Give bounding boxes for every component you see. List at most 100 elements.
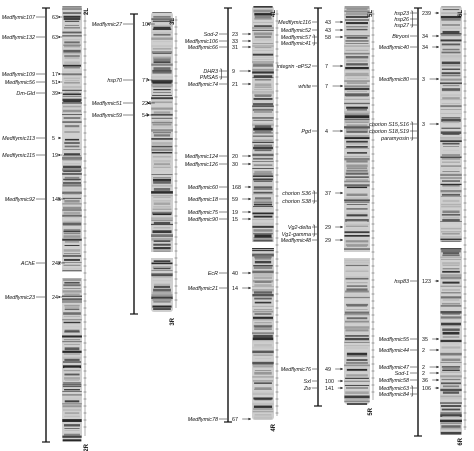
band-location: 168 bbox=[232, 185, 241, 191]
marker-label: Medflymic92 bbox=[5, 197, 35, 203]
marker-label: chorion S15,S16 bbox=[369, 122, 409, 128]
marker-sod-1: Sod-1 2 bbox=[395, 371, 439, 377]
band-location: 58 bbox=[325, 35, 331, 41]
marker-label: Medflymic23 bbox=[5, 295, 35, 301]
band-location: 77 bbox=[142, 78, 148, 84]
band-location: 37 bbox=[325, 191, 331, 197]
marker-hsp83: hsp83 123 bbox=[394, 279, 439, 285]
marker-label: Medflymic126 bbox=[185, 162, 218, 168]
band-location: 40 bbox=[232, 271, 238, 277]
marker-label: Medflymic90 bbox=[188, 217, 218, 223]
band-location: 34 bbox=[422, 34, 428, 40]
marker-medflymic63: Medflymic63 106 bbox=[379, 386, 439, 392]
band-location: 224 bbox=[142, 101, 151, 107]
band-location: 35 bbox=[422, 337, 428, 343]
band-location: 7 bbox=[325, 84, 328, 90]
marker-label: PMSA5 bbox=[200, 75, 219, 81]
marker-label: Medflymic132 bbox=[2, 35, 35, 41]
band-location: 63 bbox=[52, 15, 58, 21]
marker-label: Medflymic60 bbox=[188, 185, 218, 191]
marker-medflymic47: Medflymic47 2 bbox=[379, 365, 439, 371]
marker-label: Medflymic124 bbox=[185, 154, 218, 160]
band-location: 20 bbox=[232, 154, 238, 160]
marker-label: Medflymic76 bbox=[281, 367, 311, 373]
marker-medflymic52: Medflymic52 43 bbox=[281, 28, 343, 34]
chromosome-3-scale-bar bbox=[130, 13, 138, 315]
marker-medflymic76: Medflymic76 49 bbox=[281, 367, 343, 373]
band-location: 36 bbox=[422, 378, 428, 384]
arm-label: 2L bbox=[84, 8, 90, 15]
marker-label: hsp70 bbox=[107, 78, 122, 84]
marker-medflymic126: Medflymic126 30 bbox=[185, 162, 251, 168]
marker-label: Btryoni bbox=[392, 34, 410, 40]
marker-medflymic84: Medflymic84 bbox=[379, 392, 417, 398]
marker-medflymic18: Medflymic18 59 bbox=[188, 197, 251, 203]
marker-medflymic57: Medflymic57 58 bbox=[281, 35, 343, 41]
marker-medflymic59: Medflymic59 54 bbox=[92, 113, 153, 119]
band-location: 23 bbox=[232, 32, 238, 38]
chromosome-2-ruler bbox=[83, 10, 87, 436]
chromosome-2-banding bbox=[61, 6, 83, 442]
chromosome-4-banding bbox=[251, 6, 275, 420]
marker-medflymic124: Medflymic124 20 bbox=[185, 154, 251, 160]
marker-label: DHR3 bbox=[203, 69, 218, 75]
marker-pmsa5: PMSA5 bbox=[200, 75, 227, 81]
marker-medflymic40: Medflymic40 34 bbox=[379, 45, 439, 51]
marker-chorion-s38: chorion S38 bbox=[282, 199, 317, 205]
band-location: 29 bbox=[325, 238, 331, 244]
chromosome-3-ruler bbox=[174, 16, 178, 308]
marker-medflymic21: Medflymic21 14 bbox=[188, 286, 251, 292]
marker-medflymic23: Medflymic23 24 bbox=[5, 295, 63, 301]
marker-label: Medflymic84 bbox=[379, 392, 409, 398]
marker-label: Medflymic51 bbox=[92, 101, 122, 107]
marker-label: Medflymic27 bbox=[92, 22, 123, 28]
group-bracket bbox=[313, 190, 315, 204]
marker-ache: AChE 242 bbox=[20, 261, 65, 267]
arm-label: 4L bbox=[271, 10, 277, 17]
band-location: 33 bbox=[232, 39, 238, 45]
marker-label: Sod-1 bbox=[395, 371, 409, 377]
marker-label: Medflymic21 bbox=[188, 286, 218, 292]
chromosome-2-scale-bar bbox=[42, 7, 50, 443]
arm-label: 5R bbox=[368, 407, 374, 415]
band-location: 31 bbox=[232, 45, 238, 51]
marker-label: Medflymic18 bbox=[188, 197, 218, 203]
band-location: 43 bbox=[325, 28, 331, 34]
band-location: 24 bbox=[52, 295, 58, 301]
band-location: 4 bbox=[325, 129, 328, 135]
marker-label: Vg1-gamma bbox=[282, 232, 311, 238]
group-bracket bbox=[411, 121, 413, 141]
marker-medflymic109: Medflymic109 17 bbox=[2, 72, 63, 78]
marker-label: Medflymic75 bbox=[188, 210, 219, 216]
arm-label: 6R bbox=[458, 437, 464, 445]
marker-hsp26: hsp26 bbox=[394, 17, 417, 23]
chromosome-5-ruler bbox=[371, 10, 375, 400]
marker-medflymic115: Medflymic115 19 bbox=[2, 153, 63, 159]
band-location: 239 bbox=[422, 11, 431, 17]
marker-medflymic56: Medflymic56 51 bbox=[5, 80, 63, 86]
marker-medflymic116: Medflymic116 43 bbox=[278, 20, 343, 26]
marker-label: Medflymic115 bbox=[2, 153, 36, 159]
arm-label: 2R bbox=[84, 443, 90, 451]
marker-label: Medflymic55 bbox=[379, 337, 410, 343]
band-location: 2 bbox=[422, 371, 425, 377]
marker-label: AChE bbox=[20, 261, 35, 267]
marker-vg2-delta: Vg2-delta 29 bbox=[288, 225, 343, 231]
arm-label: 6L bbox=[458, 10, 464, 17]
marker-label: integrin -αPS2 bbox=[277, 64, 311, 70]
chromosome-5-scale-bar bbox=[314, 7, 322, 407]
chromosome-4: 4L 4R Sod-2 23 Medflymic106 33 Medflymic66 31 DH… bbox=[185, 6, 279, 432]
marker-label: Medflymic57 bbox=[281, 35, 312, 41]
band-location: 21 bbox=[232, 82, 238, 88]
marker-btryoni: Btryoni 34 bbox=[392, 34, 439, 40]
marker-sxl: Sxl 100 bbox=[304, 379, 343, 385]
marker-label: Medflymic47 bbox=[379, 365, 410, 371]
marker-label: Medflymic44 bbox=[379, 348, 409, 354]
marker-label: Medflymic66 bbox=[188, 45, 218, 51]
marker-chorion-s18-s19: chorion S18,S19 bbox=[369, 129, 417, 135]
marker-label: hsp27 bbox=[394, 23, 410, 29]
marker-label: Vg2-delta bbox=[288, 225, 311, 231]
marker-hsp70: hsp70 77 bbox=[107, 78, 153, 84]
band-location: 123 bbox=[422, 279, 431, 285]
